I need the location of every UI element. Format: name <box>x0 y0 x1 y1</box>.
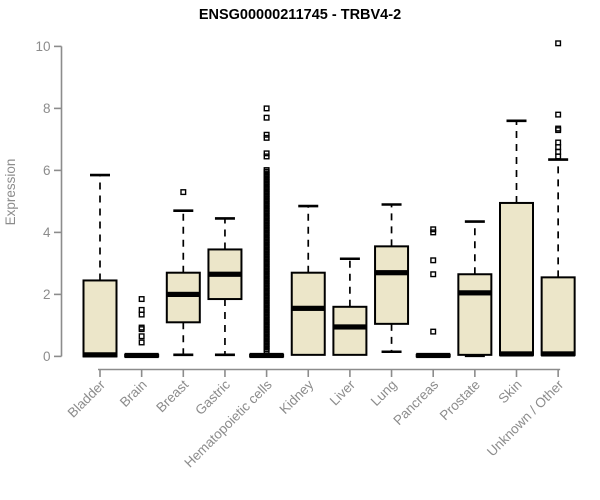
box-rect <box>82 279 118 358</box>
y-tick-label: 4 <box>43 225 51 240</box>
x-tick-label-skin: Skin <box>495 377 524 406</box>
box-unknown-other <box>540 40 576 357</box>
x-tick-label-bladder: Bladder <box>65 377 109 421</box>
median-line <box>374 270 409 276</box>
box-rect <box>290 271 326 356</box>
x-tick-label-lung: Lung <box>368 377 400 409</box>
outlier-point <box>555 144 562 151</box>
x-tick-label-pancreas: Pancreas <box>390 377 441 428</box>
y-tick-label: 6 <box>43 163 51 178</box>
outlier-point <box>263 167 270 174</box>
outlier-point <box>263 134 270 141</box>
x-tick-label-brain: Brain <box>117 377 150 410</box>
median-line <box>124 352 159 359</box>
median-line <box>499 351 534 357</box>
median-line <box>83 352 117 358</box>
outlier-point <box>138 339 145 346</box>
box-kidney <box>290 204 326 356</box>
outlier-point <box>138 296 145 303</box>
y-tick-label: 0 <box>43 349 51 364</box>
outlier-point <box>263 153 270 160</box>
y-tick-label: 8 <box>43 101 51 116</box>
chart-title: ENSG00000211745 - TRBV4-2 <box>199 7 401 23</box>
box-brain <box>124 296 160 359</box>
outlier-point <box>555 139 562 146</box>
median-line <box>416 352 451 359</box>
outlier-point <box>263 150 270 157</box>
outlier-point <box>180 189 187 196</box>
outlier-point <box>138 306 145 313</box>
box-breast <box>165 189 201 357</box>
y-tick-label: 2 <box>43 287 51 302</box>
box-rect <box>457 273 493 356</box>
box-liver <box>332 257 368 356</box>
box-prostate <box>457 220 493 358</box>
x-tick-label-breast: Breast <box>153 377 191 415</box>
outlier-point <box>263 131 270 138</box>
median-line <box>166 291 201 297</box>
box-rect <box>374 245 410 325</box>
median-line <box>291 305 326 311</box>
box-rect <box>540 276 576 356</box>
y-axis-title: Expression <box>3 159 18 226</box>
outlier-point <box>263 105 270 112</box>
outlier-point <box>138 311 145 318</box>
outlier-point <box>555 148 562 155</box>
x-tick-label-unknown-other: Unknown / Other <box>484 377 567 460</box>
box-bladder <box>82 173 118 358</box>
y-tick-label: 10 <box>35 39 50 54</box>
box-lung <box>374 203 410 354</box>
box-rect <box>332 305 368 356</box>
outlier-point <box>138 333 145 340</box>
box-gastric <box>207 217 243 357</box>
outlier-point <box>555 125 562 132</box>
median-line <box>332 324 367 330</box>
outlier-point <box>430 229 437 236</box>
box-pancreas <box>415 226 451 359</box>
box-skin <box>499 119 534 357</box>
outlier-point <box>430 226 437 233</box>
median-line <box>207 271 242 277</box>
outlier-point <box>430 271 437 278</box>
outlier-point <box>555 40 562 47</box>
x-tick-label-liver: Liver <box>327 377 359 409</box>
median-line <box>249 352 284 359</box>
outlier-point <box>555 153 562 160</box>
outlier-point <box>555 111 562 118</box>
box-hematopoietic-cells <box>249 105 285 359</box>
outlier-point <box>430 257 437 264</box>
x-tick-label-prostate: Prostate <box>437 377 483 423</box>
outlier-point <box>138 324 145 331</box>
box-rect <box>165 271 201 324</box>
x-tick-label-gastric: Gastric <box>192 377 233 418</box>
x-tick-label-kidney: Kidney <box>277 377 317 417</box>
outlier-point <box>430 328 437 335</box>
median-line <box>457 290 492 296</box>
outlier-point <box>263 114 270 121</box>
median-line <box>541 351 576 357</box>
box-rect <box>499 201 534 356</box>
